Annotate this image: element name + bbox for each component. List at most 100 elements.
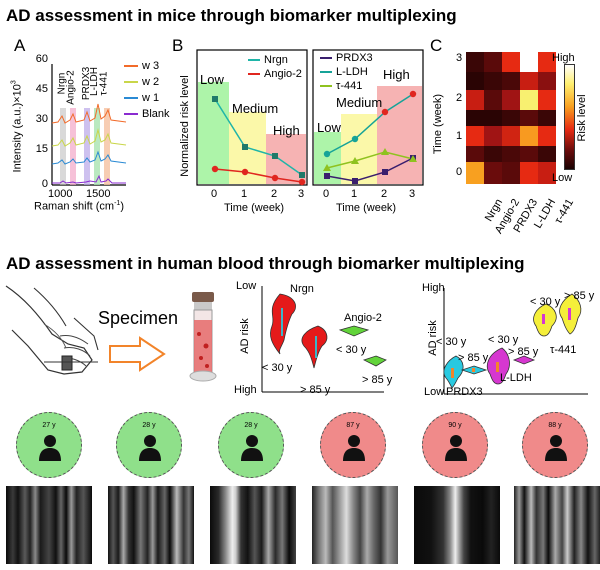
raman-image-strip — [312, 486, 398, 564]
left-risk-ylabel: AD risk — [239, 318, 251, 354]
raman-image-strip — [210, 486, 296, 564]
peak-label-tau: τ-441 — [98, 71, 110, 96]
heat-cell — [466, 146, 484, 162]
heat-cell — [502, 146, 520, 162]
person-icon — [343, 435, 365, 461]
tau-peak-band — [104, 108, 110, 185]
angio-point-0 — [211, 165, 219, 173]
nrgn-old-violin — [301, 325, 328, 369]
right-violin-chart — [443, 288, 588, 395]
b-right-xtick-0: 0 — [323, 188, 330, 200]
angio-point-3 — [298, 178, 306, 186]
raman-image-strip — [514, 486, 600, 564]
human-section-title: AD assessment in human blood through bio… — [6, 254, 525, 273]
left-zone-high-label: High — [273, 123, 300, 138]
b-right-xlabel: Time (week) — [336, 202, 397, 214]
lldh-old-violin — [512, 355, 536, 365]
b-right-xtick-2: 2 — [381, 188, 388, 200]
violin-label-prdx3-old: > 85 y — [458, 352, 489, 364]
right-risk-low: Low — [424, 386, 445, 398]
lldh-point-2 — [381, 108, 389, 116]
right-zone-medium-label: Medium — [336, 95, 383, 110]
violin-label-nrgn-old: > 85 y — [300, 384, 331, 396]
nrgn-peak-band — [60, 108, 66, 185]
left-violin-chart — [261, 286, 387, 393]
prdx3-point-0 — [324, 173, 330, 179]
panel-a-label: A — [14, 36, 26, 55]
blood-tube-on-arm — [61, 355, 73, 371]
lldh-series-line — [326, 93, 414, 155]
panel-c-label: C — [430, 36, 443, 55]
right-risk-high: High — [422, 282, 445, 294]
violin-label-nrgn-young: < 30 y — [262, 362, 293, 374]
raman-image-strip — [6, 486, 92, 564]
left-risk-high: High — [234, 384, 257, 396]
heat-cell — [520, 162, 538, 184]
patient-age: 88 y — [548, 422, 562, 429]
heat-cell — [538, 90, 556, 110]
heat-cell — [484, 162, 502, 184]
mice-section-title: AD assessment in mice through biomarker … — [6, 6, 457, 25]
w1-spectrum — [51, 150, 127, 165]
violin-label-angio: Angio-2 — [344, 312, 382, 324]
heat-cell — [538, 146, 556, 162]
legend-swatch-blank — [124, 113, 138, 116]
heat-cell — [502, 162, 520, 184]
heat-cell — [484, 126, 502, 146]
heat-cell — [520, 110, 538, 126]
tau-point-3 — [409, 155, 417, 162]
violin-label-lldh: L-LDH — [500, 372, 532, 384]
peak-label-angio: Angio-2 — [65, 70, 77, 105]
heat-cell — [538, 72, 556, 90]
legend-tau-swatch — [320, 85, 332, 88]
heat-cell — [502, 52, 520, 72]
legend-swatch-w3 — [124, 65, 138, 68]
patient-age: 90 y — [448, 422, 462, 429]
b-left-xtick-2: 2 — [271, 188, 278, 200]
b-left-xlabel: Time (week) — [224, 202, 285, 214]
patient-avatar: 28 y — [116, 412, 182, 478]
violin-label-angio-young: < 30 y — [336, 344, 367, 356]
heat-cell — [484, 110, 502, 126]
angio-peak-band — [70, 108, 76, 185]
tau-point-0 — [323, 164, 331, 171]
patient-avatar: 87 y — [320, 412, 386, 478]
heat-cell — [466, 110, 484, 126]
violin-label-prdx3-young: < 30 y — [436, 336, 467, 348]
heat-cell — [484, 72, 502, 90]
heat-cell — [538, 162, 556, 184]
left-risk-low: Low — [236, 280, 257, 292]
heat-cell — [466, 52, 484, 72]
a-xtick-1000: 1000 — [48, 188, 73, 200]
panel-b-risk-chart — [196, 49, 424, 186]
heat-cell — [466, 162, 484, 184]
person-icon — [139, 435, 161, 461]
heat-cell — [466, 72, 484, 90]
a-ytick-45: 45 — [35, 83, 48, 95]
heat-cell — [502, 110, 520, 126]
panel-c-xlabels: Nrgn Angio-2 PRDX3 L-LDH τ-441 — [466, 190, 576, 250]
b-right-xtick-1: 1 — [351, 188, 358, 200]
heat-cell — [484, 90, 502, 110]
prdx3-peak-band — [84, 108, 90, 185]
panel-c-heatmap — [466, 52, 556, 184]
panel-a-spectrum-chart — [51, 64, 127, 186]
blank-spectrum — [52, 174, 126, 184]
angio-point-1 — [241, 168, 249, 176]
a-ytick-60: 60 — [35, 53, 48, 65]
lldh-point-1 — [351, 135, 359, 143]
heat-cell — [502, 72, 520, 90]
patient-age: 28 y — [244, 422, 258, 429]
heat-cell — [502, 90, 520, 110]
a-ytick-30: 30 — [35, 113, 48, 125]
heat-cell — [538, 52, 556, 72]
risk-colorbar — [564, 64, 575, 170]
nrgn-point-3 — [299, 172, 305, 178]
raman-image-strip — [108, 486, 194, 564]
violin-label-prdx3: PRDX3 — [446, 386, 483, 398]
c-ytick-3: 3 — [456, 52, 463, 64]
c-ytick-2: 2 — [456, 92, 463, 104]
blood-vial-icon — [189, 292, 217, 382]
tau-series-line — [326, 151, 414, 169]
heat-cell — [520, 52, 538, 72]
